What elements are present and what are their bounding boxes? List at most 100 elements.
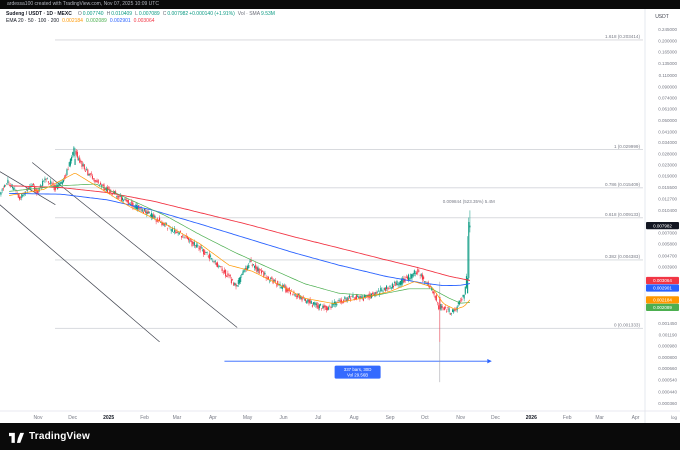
attribution-text: ardessa100 created with TradingView.com,… bbox=[7, 1, 159, 7]
price-tick-label: 0.000660 bbox=[658, 366, 677, 371]
price-axis-unit: USDT bbox=[655, 14, 669, 20]
time-axis-label: Jun bbox=[279, 415, 287, 421]
price-tick-label: 0.165000 bbox=[658, 50, 677, 55]
ema-lines-layer bbox=[9, 173, 471, 310]
fib-level-label: 1 (0.029999) bbox=[614, 144, 641, 149]
price-label-value: 0.003064 bbox=[653, 278, 672, 283]
price-tick-label: 0.135000 bbox=[658, 61, 677, 66]
price-label-value: 0.002184 bbox=[653, 298, 672, 303]
price-tick-label: 0.061000 bbox=[658, 107, 677, 112]
measure-label-box[interactable] bbox=[334, 365, 381, 379]
price-tick-label: 0.200000 bbox=[658, 39, 677, 44]
ema-line-50[interactable] bbox=[9, 183, 470, 304]
time-axis-label: 2025 bbox=[103, 415, 114, 421]
time-axis-label: Nov bbox=[456, 415, 465, 421]
price-tick-label: 0.028000 bbox=[658, 151, 677, 156]
low-value: 0.007089 bbox=[138, 11, 160, 17]
price-tick-label: 0.010400 bbox=[658, 208, 677, 213]
time-axis-label: Feb bbox=[140, 415, 149, 421]
time-axis-label: Mar bbox=[173, 415, 182, 421]
price-tick-label: 0.000360 bbox=[658, 401, 677, 406]
arrow-right-icon bbox=[487, 358, 492, 364]
price-label-box bbox=[646, 284, 679, 292]
time-axis[interactable]: Nov Dec 2025 Feb Mar Apr May Jun Jul Aug Sep Oct Nov… bbox=[0, 410, 680, 421]
high-label: H bbox=[106, 11, 111, 17]
time-axis-label: Sep bbox=[386, 415, 395, 421]
price-label-box bbox=[646, 276, 679, 285]
measure-label-line1: 337 bars, 30D bbox=[344, 367, 372, 372]
ema-value: 0.002901 bbox=[109, 18, 131, 24]
price-tick-label: 0.090000 bbox=[658, 84, 677, 89]
ema-indicator-label[interactable]: EMA 20 · 50 · 100 · 200 bbox=[6, 18, 60, 24]
time-axis-label: Feb bbox=[563, 415, 572, 421]
price-tick-label: 0.034000 bbox=[658, 140, 677, 145]
candles-layer bbox=[0, 146, 471, 342]
price-label-box bbox=[646, 222, 679, 230]
ema-value: 0.002184 bbox=[62, 18, 83, 24]
fib-level-label: 0.786 (0.015409) bbox=[605, 182, 640, 187]
price-tick-label: 0.000440 bbox=[658, 389, 677, 394]
fib-level-label: 0.382 (0.004383) bbox=[605, 254, 640, 259]
time-axis-label: Apr bbox=[209, 415, 217, 421]
symbol-info-line: Sudeng / USDT · 1D · MEXC O0.007740 H0.010… bbox=[6, 11, 275, 18]
log-scale-label[interactable]: log bbox=[671, 415, 678, 420]
ema-value: 0.003064 bbox=[133, 18, 155, 24]
volume-label[interactable]: Vol · SMA bbox=[237, 11, 261, 17]
price-tick-label: 0.000980 bbox=[658, 343, 677, 348]
price-label-value: 0.007982 bbox=[653, 223, 672, 228]
price-label-box bbox=[646, 296, 679, 304]
symbol-title[interactable]: Sudeng / USDT · 1D · MEXC bbox=[6, 11, 72, 17]
time-axis-label: Dec bbox=[68, 415, 77, 421]
close-value: 0.007982 bbox=[167, 11, 189, 17]
price-tick-label: 0.007000 bbox=[658, 231, 677, 236]
high-value: 0.010409 bbox=[111, 11, 133, 17]
trendline[interactable] bbox=[0, 204, 160, 343]
time-axis-label: 2026 bbox=[526, 415, 537, 421]
price-tick-label: 0.001450 bbox=[658, 321, 677, 326]
time-axis-label: Jul bbox=[315, 415, 321, 421]
tradingview-logo-icon[interactable] bbox=[9, 431, 24, 443]
time-axis-label: Mar bbox=[595, 415, 604, 421]
price-label-value: 0.002089 bbox=[653, 305, 672, 310]
tradingview-brand-text[interactable]: TradingView bbox=[29, 431, 90, 442]
chart-header: Sudeng / USDT · 1D · MEXC O0.007740 H0.010… bbox=[6, 11, 275, 25]
trendline[interactable] bbox=[31, 162, 238, 328]
price-tick-label: 0.000800 bbox=[658, 355, 677, 360]
price-tick-label: 0.005800 bbox=[658, 242, 677, 247]
ema-line-100[interactable] bbox=[9, 192, 470, 287]
ema-line-20[interactable] bbox=[9, 173, 471, 310]
attribution-bar: ardessa100 created with TradingView.com,… bbox=[0, 0, 680, 9]
time-axis-label: Aug bbox=[350, 415, 359, 421]
price-tick-label: 0.004700 bbox=[658, 254, 677, 259]
fib-level-label: 0.618 (0.009133) bbox=[605, 212, 640, 217]
price-tick-label: 0.001190 bbox=[659, 332, 678, 337]
fib-levels-layer: 1.618 (0.203414) 1 (0.029999) 0.786 (0.015… bbox=[55, 34, 643, 329]
volume-value: 9.53M bbox=[261, 11, 275, 17]
open-value: 0.007740 bbox=[82, 11, 104, 17]
time-axis-label: Dec bbox=[491, 415, 500, 421]
measure-label-line2: Vol 29.56B bbox=[347, 373, 368, 378]
price-tick-label: 0.245000 bbox=[658, 27, 677, 32]
low-label: L bbox=[135, 11, 138, 17]
support-ray-layer bbox=[224, 358, 492, 364]
annotations-layer: 0.009844 (523.35%) 5.4M bbox=[443, 199, 495, 204]
close-label: C bbox=[162, 11, 167, 17]
price-tick-label: 0.074000 bbox=[658, 96, 677, 101]
price-tick-label: 0.050000 bbox=[658, 118, 677, 123]
chart-canvas[interactable]: 1.618 (0.203414) 1 (0.029999) 0.786 (0.015… bbox=[0, 9, 680, 423]
price-tick-label: 0.012700 bbox=[658, 197, 677, 202]
time-axis-label: Nov bbox=[34, 415, 43, 421]
ema-values: 0.002184 0.002089 0.002901 0.003064 bbox=[59, 18, 154, 24]
fib-level-label: 1.618 (0.203414) bbox=[605, 34, 640, 39]
time-axis-label: May bbox=[243, 415, 253, 421]
price-tick-label: 0.015500 bbox=[658, 185, 677, 190]
price-tick-label: 0.041000 bbox=[658, 129, 677, 134]
open-label: O bbox=[77, 11, 82, 17]
change-value: +0.000140 (+1.91%) bbox=[189, 11, 235, 17]
price-axis[interactable]: USDT log 0.245000 0.200000 0.165000 0.135000 0… bbox=[644, 9, 678, 423]
price-range-note: 0.009844 (523.35%) 5.4M bbox=[443, 199, 495, 204]
ema-line-200[interactable] bbox=[9, 185, 470, 281]
price-tick-label: 0.019000 bbox=[658, 173, 677, 178]
